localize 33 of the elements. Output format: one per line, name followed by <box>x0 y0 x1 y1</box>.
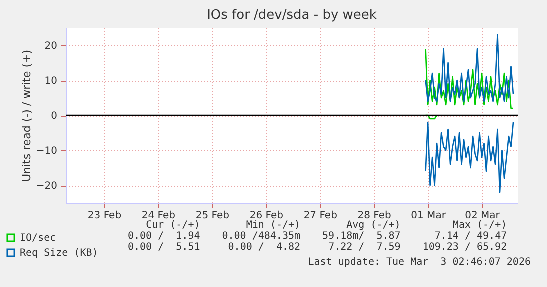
text: 59.18m/ 5.87 <box>322 231 401 242</box>
line-series <box>425 34 514 102</box>
text: 7.14 / 49.47 <box>434 231 508 242</box>
text: Last update: Tue Mar 3 02:46:07 2026 <box>308 257 531 268</box>
text: Min (-/+) <box>246 220 301 231</box>
text: 0.00 / 4.82 <box>228 242 301 253</box>
x-tick-label: 25 Feb <box>196 210 230 222</box>
text: Avg (-/+) <box>346 220 401 231</box>
y-axis-title: Units read (-) / write (+) <box>20 50 34 182</box>
text: 0.00 / 5.51 <box>128 242 200 253</box>
legend-label: IO/sec <box>20 233 56 244</box>
x-tick-label: 01 Mar <box>411 210 447 222</box>
x-tick-label: 26 Feb <box>250 210 284 222</box>
text: 7.22 / 7.59 <box>328 242 401 253</box>
chart-title: IOs for /dev/sda - by week <box>207 8 378 23</box>
text: Cur (-/+) <box>146 220 200 231</box>
text: 0.00 / 1.94 <box>128 231 200 242</box>
x-tick-label: 28 Feb <box>358 210 392 222</box>
x-tick-label: 27 Feb <box>304 210 338 222</box>
y-tick-label: 0 <box>51 111 58 122</box>
y-tick-label: −10 <box>36 146 58 157</box>
line-series <box>425 48 514 110</box>
x-tick-label: 23 Feb <box>88 210 122 222</box>
text: Max (-/+) <box>452 220 508 231</box>
line-series <box>425 122 514 194</box>
text: 0.00 /484.35m <box>222 231 301 242</box>
y-tick-label: 10 <box>44 76 58 87</box>
legend-label: Req Size (KB) <box>20 248 98 259</box>
y-tick-label: 20 <box>44 41 58 52</box>
x-tick-label: 24 Feb <box>142 210 176 222</box>
text: 109.23 / 65.92 <box>422 242 508 253</box>
x-tick-label: 02 Mar <box>465 210 501 222</box>
y-tick-label: −20 <box>36 181 58 192</box>
